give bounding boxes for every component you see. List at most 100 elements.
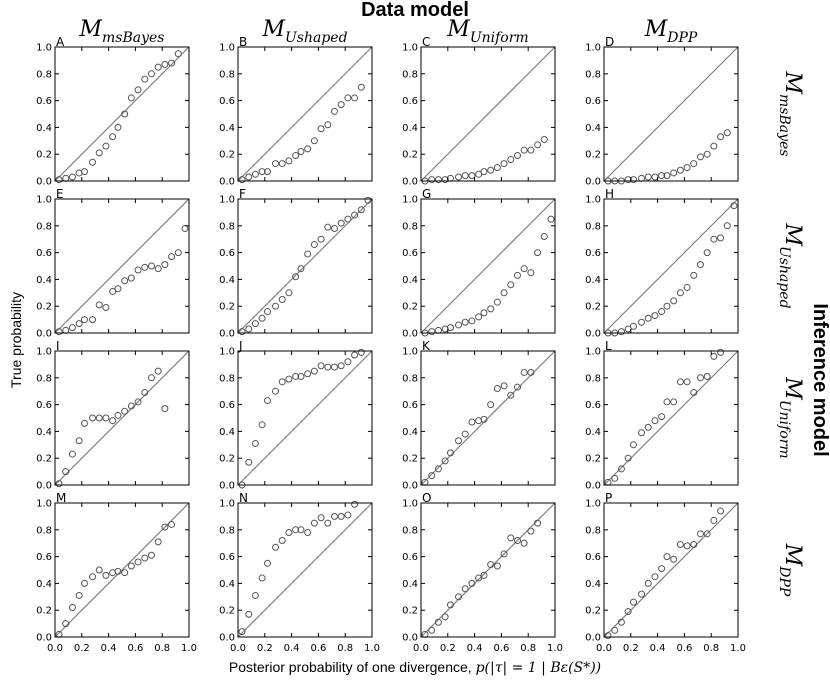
data-point xyxy=(258,314,266,322)
data-point xyxy=(127,562,135,570)
y-tick-label: 1.0 xyxy=(219,499,235,510)
data-point xyxy=(109,417,117,425)
data-point xyxy=(95,566,103,574)
data-point xyxy=(547,215,555,223)
panel-K: 0.0 0.2 0.4 0.6 0.8 1.0 K xyxy=(402,339,556,492)
column-header-1: MmsBayes xyxy=(78,17,164,46)
y-tick-label: 0.4 xyxy=(219,427,235,438)
y-tick-label: 0.6 xyxy=(402,552,418,563)
data-point xyxy=(534,141,542,149)
data-point xyxy=(297,265,305,273)
data-point xyxy=(304,370,312,378)
data-point xyxy=(513,152,521,160)
data-point xyxy=(534,249,542,257)
data-point xyxy=(670,398,678,406)
data-point xyxy=(703,249,711,257)
data-point xyxy=(127,402,135,410)
row-header-2-subscript: Ushaped xyxy=(776,246,792,309)
y-tick-label: 0.8 xyxy=(585,69,601,80)
reference-diagonal-line xyxy=(54,502,190,638)
panel-letter: O xyxy=(422,491,431,505)
x-tick-label: 0.2 xyxy=(440,643,456,654)
data-point xyxy=(520,146,528,154)
column-header-1-subscript: msBayes xyxy=(102,30,164,46)
row-header-3-base: M xyxy=(780,376,805,400)
y-tick-label: 1.0 xyxy=(36,499,52,510)
x-tick-label: 0.0 xyxy=(47,643,63,654)
data-point xyxy=(446,601,454,609)
data-point xyxy=(310,519,318,527)
data-point xyxy=(638,590,646,598)
y-tick-label: 1.0 xyxy=(402,195,418,206)
data-point xyxy=(147,262,155,270)
axes-frame xyxy=(237,198,373,334)
row-header-1-base: M xyxy=(780,70,805,94)
data-point xyxy=(710,352,718,360)
data-point xyxy=(272,387,280,395)
data-point xyxy=(644,173,652,181)
column-header-4: MDPP xyxy=(644,17,698,46)
data-point xyxy=(357,83,365,91)
data-point xyxy=(75,437,83,445)
y-tick-label: 0.6 xyxy=(36,552,52,563)
data-point xyxy=(285,157,293,165)
data-point xyxy=(690,541,698,549)
data-point xyxy=(507,281,515,289)
data-point xyxy=(475,170,483,178)
data-point xyxy=(127,274,135,282)
data-point xyxy=(670,555,678,563)
data-point xyxy=(696,261,704,269)
y-tick-label: 0.2 xyxy=(219,150,235,161)
x-tick-label: 0.8 xyxy=(520,643,536,654)
data-point xyxy=(245,325,253,333)
data-point xyxy=(696,530,704,538)
top-title: Data model xyxy=(361,0,469,21)
data-point xyxy=(174,50,182,58)
y-tick-label: 0.6 xyxy=(219,96,235,107)
y-tick-label: 0.4 xyxy=(585,123,601,134)
panel-letter: P xyxy=(605,491,612,505)
axes-frame xyxy=(237,350,373,486)
data-point xyxy=(629,598,637,606)
y-tick-label: 0.6 xyxy=(36,400,52,411)
data-point xyxy=(55,480,63,488)
data-point xyxy=(351,211,359,219)
axes-frame xyxy=(420,46,556,182)
data-point xyxy=(292,273,300,281)
axes-frame xyxy=(54,350,190,486)
axes-frame xyxy=(603,46,739,182)
y-tick-label: 0.0 xyxy=(402,481,418,492)
data-point xyxy=(670,297,678,305)
data-point xyxy=(629,322,637,330)
y-tick-label: 0.8 xyxy=(402,221,418,232)
data-point xyxy=(710,142,718,150)
data-point xyxy=(487,561,495,569)
data-point xyxy=(461,585,469,593)
panel-A: 0.0 0.2 0.4 0.6 0.8 1.0 A xyxy=(36,35,190,188)
axes-frame xyxy=(420,502,556,638)
data-point xyxy=(520,539,528,547)
y-tick-label: 0.8 xyxy=(585,373,601,384)
reference-diagonal-line xyxy=(54,198,190,334)
data-point xyxy=(513,383,521,391)
y-tick-label: 0.6 xyxy=(585,400,601,411)
data-point xyxy=(263,397,271,405)
y-tick-label: 1.0 xyxy=(585,499,601,510)
panel-letter: C xyxy=(422,35,430,49)
data-point xyxy=(703,530,711,538)
data-point xyxy=(475,574,483,582)
data-point xyxy=(304,528,312,536)
data-point xyxy=(62,468,70,476)
data-point xyxy=(344,358,352,366)
y-tick-label: 0.6 xyxy=(402,96,418,107)
y-tick-label: 0.2 xyxy=(402,150,418,161)
data-point xyxy=(520,265,528,273)
axes-frame xyxy=(237,46,373,182)
y-tick-label: 0.4 xyxy=(585,579,601,590)
axes-frame xyxy=(54,502,190,638)
data-point xyxy=(446,324,454,332)
data-point xyxy=(468,317,476,325)
data-point xyxy=(324,121,332,129)
data-point xyxy=(710,235,718,243)
